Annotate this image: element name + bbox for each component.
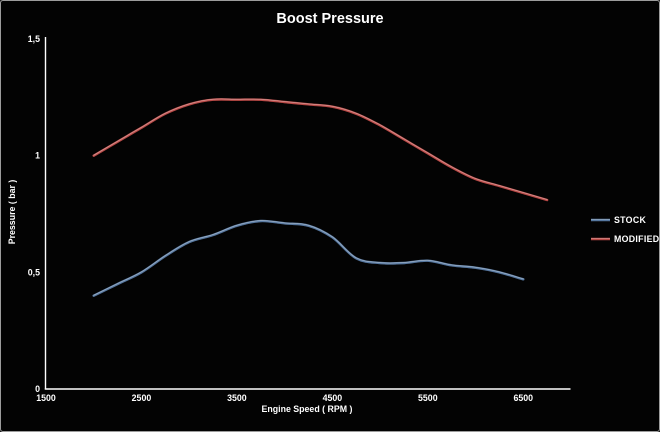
- x-tick-label: 3500: [227, 393, 247, 403]
- legend: STOCK MODIFIED: [591, 215, 659, 244]
- legend-label-stock: STOCK: [614, 215, 646, 225]
- series-line-highlight-modified: [93, 98, 548, 201]
- series-lines: [92, 98, 549, 297]
- y-tick-label: 0: [35, 384, 40, 394]
- series-line-stock: [92, 219, 525, 297]
- legend-item-modified: MODIFIED: [591, 234, 659, 244]
- x-tick-labels: 1500 2500 3500 4500 5500 6500: [36, 393, 533, 403]
- series-line-modified: [92, 98, 549, 202]
- x-tick-label: 6500: [513, 393, 533, 403]
- legend-label-modified: MODIFIED: [614, 234, 659, 244]
- x-tick-label: 2500: [132, 393, 152, 403]
- x-tick-label: 1500: [36, 393, 56, 403]
- x-tick-label: 5500: [418, 393, 438, 403]
- y-tick-labels: 0 0,5 1 1,5: [28, 34, 40, 394]
- y-tick-label: 1,5: [28, 34, 40, 44]
- y-tick-label: 1: [35, 151, 40, 161]
- legend-item-stock: STOCK: [591, 215, 646, 225]
- y-tick-label: 0,5: [28, 267, 40, 277]
- x-tick-label: 4500: [323, 393, 343, 403]
- y-axis-title: Pressure ( bar ): [7, 180, 17, 245]
- chart-title: Boost Pressure: [276, 11, 383, 27]
- x-axis-title: Engine Speed ( RPM ): [262, 404, 353, 414]
- series-line-highlight-stock: [93, 220, 524, 296]
- axes: [44, 37, 571, 390]
